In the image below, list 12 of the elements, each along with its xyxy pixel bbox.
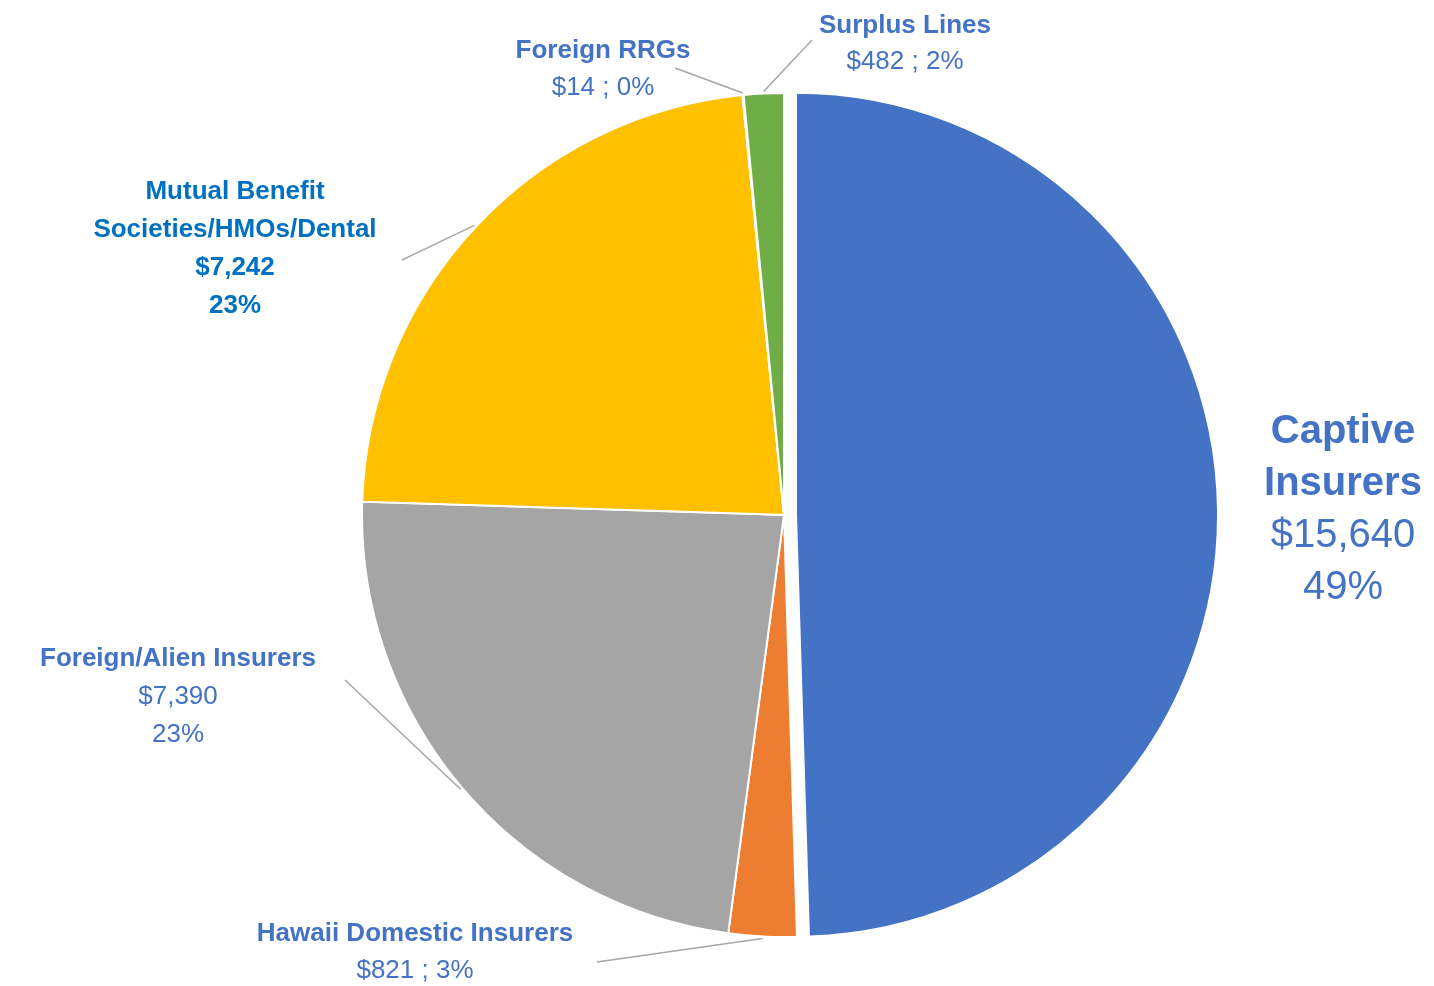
data-label: $482 ; 2% — [846, 45, 964, 75]
slice-label: Surplus Lines — [819, 9, 991, 39]
slice-label: Hawaii Domestic Insurers — [256, 917, 574, 947]
data-label: $7,390 23% — [138, 680, 218, 748]
slice-label: Mutual Benefit Societies/HMOs/Dental — [93, 175, 377, 243]
data-label: $7,242 23% — [195, 251, 275, 319]
data-label: $14 ; 0% — [551, 71, 655, 101]
slice-label: Captive Insurers — [1264, 407, 1422, 503]
slice-label: Foreign/Alien Insurers — [40, 642, 316, 672]
data-label: $821 ; 3% — [356, 954, 474, 984]
slice-label: Foreign RRGs — [515, 34, 691, 64]
data-label: $15,640 49% — [1270, 511, 1416, 607]
